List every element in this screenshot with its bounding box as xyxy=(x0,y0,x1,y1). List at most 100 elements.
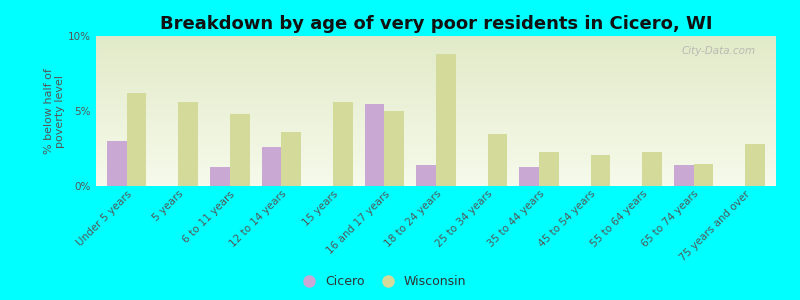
Bar xyxy=(642,152,662,186)
Bar xyxy=(96,169,776,170)
Bar xyxy=(96,40,776,41)
Bar xyxy=(96,165,776,166)
Bar xyxy=(96,39,776,40)
Bar xyxy=(96,126,776,127)
Bar xyxy=(96,55,776,56)
Bar xyxy=(96,95,776,96)
Bar xyxy=(96,145,776,146)
Bar xyxy=(96,100,776,101)
Bar xyxy=(96,125,776,126)
Bar xyxy=(333,102,353,186)
Bar xyxy=(96,70,776,71)
Bar xyxy=(107,141,127,186)
Bar xyxy=(96,42,776,43)
Bar xyxy=(96,69,776,70)
Bar xyxy=(96,86,776,87)
Bar xyxy=(96,94,776,95)
Legend: Cicero, Wisconsin: Cicero, Wisconsin xyxy=(292,270,471,293)
Bar xyxy=(96,88,776,89)
Bar xyxy=(96,105,776,106)
Bar xyxy=(385,111,404,186)
Bar xyxy=(96,93,776,94)
Bar xyxy=(96,181,776,182)
Bar xyxy=(96,85,776,86)
Bar xyxy=(96,84,776,85)
Bar xyxy=(96,87,776,88)
Bar xyxy=(96,107,776,108)
Bar xyxy=(96,164,776,165)
Bar xyxy=(96,65,776,66)
Bar xyxy=(96,176,776,177)
Bar xyxy=(96,73,776,74)
Bar xyxy=(96,115,776,116)
Bar xyxy=(96,174,776,175)
Bar xyxy=(96,82,776,83)
Bar xyxy=(96,121,776,122)
Bar xyxy=(96,146,776,147)
Bar xyxy=(96,120,776,121)
Bar xyxy=(96,173,776,174)
Bar xyxy=(96,57,776,58)
Bar xyxy=(96,59,776,60)
Bar xyxy=(96,135,776,136)
Bar xyxy=(590,154,610,186)
Bar xyxy=(96,166,776,167)
Bar xyxy=(96,102,776,103)
Text: City-Data.com: City-Data.com xyxy=(682,46,755,56)
Bar xyxy=(96,160,776,161)
Title: Breakdown by age of very poor residents in Cicero, WI: Breakdown by age of very poor residents … xyxy=(160,15,712,33)
Bar xyxy=(96,110,776,111)
Bar xyxy=(96,83,776,84)
Bar xyxy=(96,131,776,132)
Bar xyxy=(96,148,776,149)
Bar xyxy=(96,77,776,78)
Bar xyxy=(96,98,776,99)
Bar xyxy=(96,68,776,69)
Bar xyxy=(96,118,776,119)
Bar xyxy=(96,149,776,150)
Bar xyxy=(96,44,776,45)
Bar xyxy=(96,50,776,51)
Bar xyxy=(96,100,776,101)
Bar xyxy=(96,122,776,123)
Bar xyxy=(96,138,776,139)
Bar xyxy=(96,46,776,47)
Bar xyxy=(96,89,776,90)
Bar xyxy=(96,41,776,42)
Bar xyxy=(96,158,776,159)
Bar xyxy=(96,140,776,141)
Bar xyxy=(96,178,776,179)
Bar xyxy=(96,45,776,46)
Bar xyxy=(96,101,776,102)
Bar xyxy=(745,144,765,186)
Y-axis label: % below half of
poverty level: % below half of poverty level xyxy=(44,68,66,154)
Bar xyxy=(96,175,776,176)
Bar xyxy=(96,109,776,110)
Bar xyxy=(96,132,776,133)
Bar xyxy=(96,123,776,124)
Bar xyxy=(96,172,776,173)
Bar xyxy=(96,61,776,62)
Bar xyxy=(96,90,776,91)
Bar xyxy=(96,151,776,152)
Bar xyxy=(436,54,455,186)
Bar xyxy=(96,155,776,156)
Bar xyxy=(96,185,776,186)
Bar xyxy=(96,62,776,63)
Bar xyxy=(519,167,539,186)
Bar xyxy=(96,111,776,112)
Bar xyxy=(96,133,776,134)
Bar xyxy=(96,58,776,59)
Bar xyxy=(96,53,776,54)
Bar xyxy=(96,51,776,52)
Bar xyxy=(96,60,776,61)
Bar xyxy=(96,137,776,138)
Bar xyxy=(96,159,776,160)
Bar xyxy=(96,116,776,117)
Bar xyxy=(96,64,776,65)
Bar xyxy=(230,114,250,186)
Bar xyxy=(210,167,230,186)
Bar xyxy=(96,80,776,81)
Bar xyxy=(96,49,776,50)
Bar xyxy=(96,63,776,64)
